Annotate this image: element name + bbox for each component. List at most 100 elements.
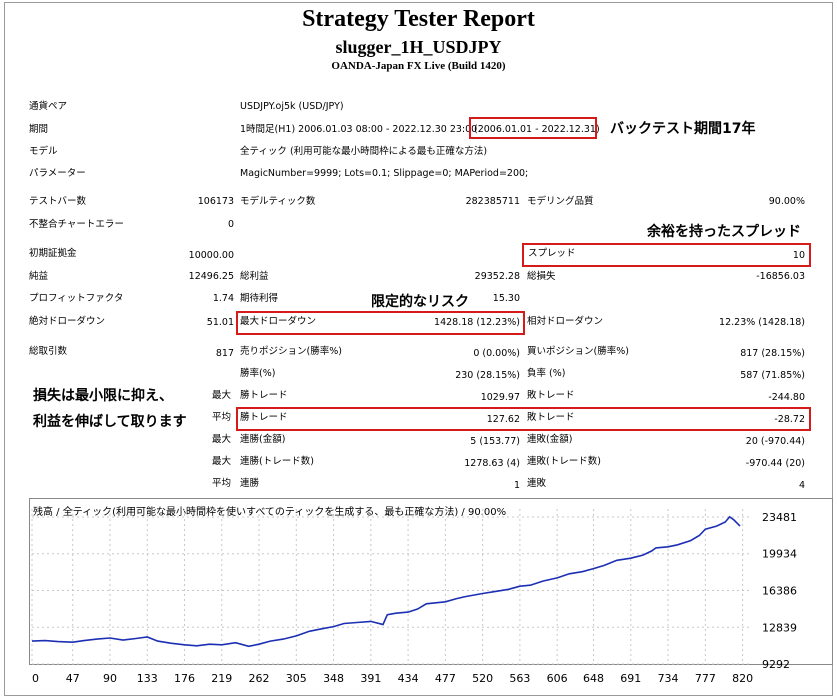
x-tick-label: 520 [472, 672, 493, 685]
symbol-label: 通貨ペア [29, 101, 68, 112]
x-tick-label: 262 [249, 672, 270, 685]
gross-loss-label: 総損失 [527, 271, 556, 282]
mismatch-value: 0 [227, 219, 234, 230]
x-tick-label: 90 [103, 672, 117, 685]
avg-consec-loss-label: 連敗 [527, 478, 547, 489]
gross-loss-value: -16856.03 [756, 271, 805, 282]
largest-win-value: 1029.97 [480, 392, 520, 403]
bars-value: 106173 [197, 196, 234, 207]
max-dd-value: 1428.18 (12.23%) [434, 317, 520, 328]
x-tick-label: 477 [435, 672, 456, 685]
largest-label: 最大 [212, 390, 232, 401]
long-label: 買いポジション(勝率%) [527, 346, 629, 357]
x-tick-label: 434 [398, 672, 419, 685]
max-dd-highlight-box [236, 311, 525, 335]
gross-profit-value: 29352.28 [474, 271, 520, 282]
consec-win-count-label: 連勝(トレード数) [240, 456, 314, 467]
y-tick-label: 19934 [762, 548, 797, 561]
long-value: 817 (28.15%) [740, 348, 805, 359]
x-tick-label: 391 [360, 672, 381, 685]
avg-loss-label: 敗トレード [527, 412, 575, 423]
rel-dd-label: 相対ドローダウン [527, 316, 604, 327]
model-value: 全ティック (利用可能な最小時間枠による最も正確な方法) [240, 146, 488, 157]
consec-win-money-label: 連勝(金額) [240, 434, 286, 445]
x-tick-label: 691 [620, 672, 641, 685]
balance-line [31, 515, 741, 648]
win-label: 勝率(%) [240, 368, 276, 379]
ticks-label: モデルティック数 [240, 196, 316, 207]
balance-chart [29, 498, 833, 665]
symbol-value: USDJPY.oj5k (USD/JPY) [240, 101, 344, 112]
largest-loss-value: -244.80 [768, 392, 805, 403]
net-value: 12496.25 [188, 271, 234, 282]
params-label: パラメーター [29, 168, 86, 179]
loss-value: 587 (71.85%) [740, 370, 805, 381]
x-tick-label: 176 [174, 672, 195, 685]
avg-consec-win-value: 1 [513, 480, 520, 491]
chart-title: 残高 / 全ティック(利用可能な最小時間枠を使いすべてのティックを生成する、最も… [33, 507, 507, 518]
y-tick-label: 23481 [762, 511, 797, 524]
avg-loss-value: -28.72 [774, 414, 805, 425]
x-tick-label: 734 [658, 672, 679, 685]
period-value: 1時間足(H1) 2006.01.03 08:00 - 2022.12.30 2… [240, 124, 478, 135]
short-value: 0 (0.00%) [473, 348, 520, 359]
avg-win-value: 127.62 [486, 414, 520, 425]
largest-label-2: 最大 [212, 434, 232, 445]
abs-dd-label: 絶対ドローダウン [29, 316, 106, 327]
average-label: 平均 [212, 412, 232, 423]
trades-value: 817 [215, 348, 234, 359]
spread-label: スプレッド [528, 248, 576, 259]
consec-loss-money-label: 連敗(金額) [527, 434, 573, 445]
max-dd-label: 最大ドローダウン [240, 316, 317, 327]
loss-annotation-1: 損失は最小限に抑え、 [33, 388, 173, 404]
period-label: 期間 [29, 124, 49, 135]
ticks-value: 282385711 [465, 196, 520, 207]
loss-annotation-2: 利益を伸ばして取ります [33, 414, 187, 430]
consec-win-money-value: 5 (153.77) [470, 436, 520, 447]
payoff-value: 15.30 [492, 293, 520, 304]
report-frame [4, 2, 833, 696]
quality-label: モデリング品質 [527, 196, 594, 207]
x-tick-label: 133 [137, 672, 158, 685]
consec-loss-count-label: 連敗(トレード数) [527, 456, 601, 467]
report-title: Strategy Tester Report [302, 6, 535, 32]
ea-name: slugger_1H_USDJPY [335, 37, 502, 57]
period-highlight-box [469, 117, 597, 139]
payoff-label: 期待利得 [240, 293, 279, 304]
consec-loss-money-value: 20 (-970.44) [745, 436, 805, 447]
pf-label: プロフィットファクタ [29, 293, 124, 304]
x-tick-label: 47 [66, 672, 80, 685]
pf-value: 1.74 [212, 293, 234, 304]
deposit-label: 初期証拠金 [29, 248, 77, 259]
loss-label: 負率 (%) [527, 368, 566, 379]
win-value: 230 (28.15%) [455, 370, 520, 381]
avg-win-label: 勝トレード [240, 412, 288, 423]
params-value: MagicNumber=9999; Lots=0.1; Slippage=0; … [240, 168, 529, 179]
x-tick-label: 820 [732, 672, 753, 685]
avg-consec-win-label: 連勝 [240, 478, 260, 489]
y-tick-label: 16386 [762, 585, 797, 598]
net-label: 純益 [29, 271, 49, 282]
abs-dd-value: 51.01 [206, 317, 234, 328]
avg-trade-highlight-box [236, 407, 811, 431]
avg-consec-loss-value: 4 [798, 480, 805, 491]
risk-annotation: 限定的なリスク [371, 294, 469, 310]
y-tick-label: 12839 [762, 621, 797, 634]
server-name: OANDA-Japan FX Live (Build 1420) [331, 60, 506, 72]
spread-value: 10 [792, 250, 805, 261]
quality-value: 90.00% [768, 196, 805, 207]
short-label: 売りポジション(勝率%) [240, 346, 342, 357]
period-annotation: バックテスト期間17年 [610, 121, 756, 137]
x-tick-label: 219 [211, 672, 232, 685]
average-label-2: 平均 [212, 478, 232, 489]
x-tick-label: 606 [547, 672, 568, 685]
x-tick-label: 0 [32, 672, 39, 685]
x-tick-label: 648 [583, 672, 604, 685]
spread-highlight-box [522, 243, 811, 267]
x-tick-label: 348 [323, 672, 344, 685]
largest-win-label: 勝トレード [240, 390, 288, 401]
rel-dd-value: 12.23% (1428.18) [719, 317, 805, 328]
model-label: モデル [29, 146, 58, 157]
x-tick-label: 563 [509, 672, 530, 685]
